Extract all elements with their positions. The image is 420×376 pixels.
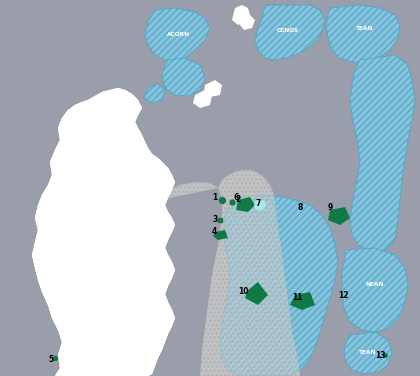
- Text: NEAN: NEAN: [366, 282, 384, 288]
- Polygon shape: [220, 195, 338, 376]
- Polygon shape: [32, 88, 175, 376]
- Polygon shape: [160, 170, 300, 376]
- Polygon shape: [32, 88, 175, 376]
- Text: 3: 3: [213, 215, 218, 224]
- Polygon shape: [193, 90, 212, 108]
- Polygon shape: [144, 84, 165, 103]
- Text: 2: 2: [235, 196, 240, 205]
- Text: 9: 9: [328, 203, 333, 211]
- Text: 13: 13: [375, 352, 386, 361]
- Text: 5: 5: [48, 355, 53, 364]
- Polygon shape: [290, 292, 315, 310]
- Polygon shape: [255, 5, 325, 60]
- Text: CENOS: CENOS: [277, 27, 299, 32]
- Polygon shape: [162, 58, 205, 96]
- Polygon shape: [326, 5, 400, 62]
- Polygon shape: [236, 197, 255, 212]
- Text: TEAN: TEAN: [356, 26, 374, 30]
- Text: 8: 8: [298, 203, 303, 212]
- Text: 6: 6: [233, 194, 238, 203]
- Polygon shape: [344, 332, 392, 374]
- Text: 1: 1: [212, 194, 217, 203]
- Polygon shape: [213, 230, 228, 240]
- Text: 7: 7: [256, 200, 261, 209]
- Text: ACORN: ACORN: [166, 32, 189, 38]
- Point: [219, 197, 226, 203]
- Point: [217, 217, 223, 223]
- Polygon shape: [342, 248, 408, 332]
- Polygon shape: [32, 88, 175, 376]
- Text: 12: 12: [338, 291, 349, 300]
- Circle shape: [255, 200, 265, 210]
- Polygon shape: [350, 55, 415, 252]
- Polygon shape: [145, 8, 210, 62]
- Point: [382, 352, 389, 358]
- Text: 10: 10: [238, 288, 249, 297]
- Text: 4: 4: [212, 227, 217, 237]
- Polygon shape: [232, 5, 250, 25]
- Point: [228, 199, 235, 205]
- Polygon shape: [204, 80, 222, 97]
- Text: 11: 11: [292, 294, 302, 303]
- Point: [52, 355, 58, 361]
- Polygon shape: [245, 282, 268, 305]
- Text: TEAN: TEAN: [360, 350, 377, 355]
- Polygon shape: [328, 207, 350, 225]
- Polygon shape: [160, 170, 300, 376]
- Polygon shape: [240, 15, 255, 30]
